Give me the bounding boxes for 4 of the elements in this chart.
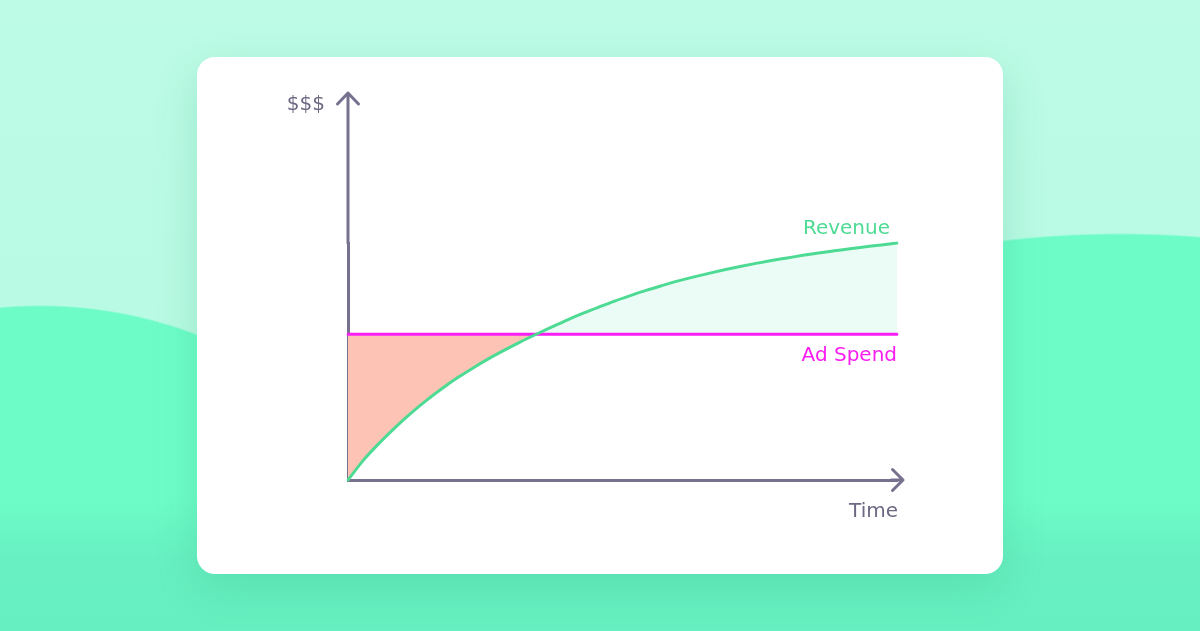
series-label: Revenue: [802, 215, 890, 239]
x-axis-title: Time: [848, 498, 898, 522]
text: $$$: [286, 91, 325, 115]
series-label: Ad Spend: [801, 342, 897, 367]
